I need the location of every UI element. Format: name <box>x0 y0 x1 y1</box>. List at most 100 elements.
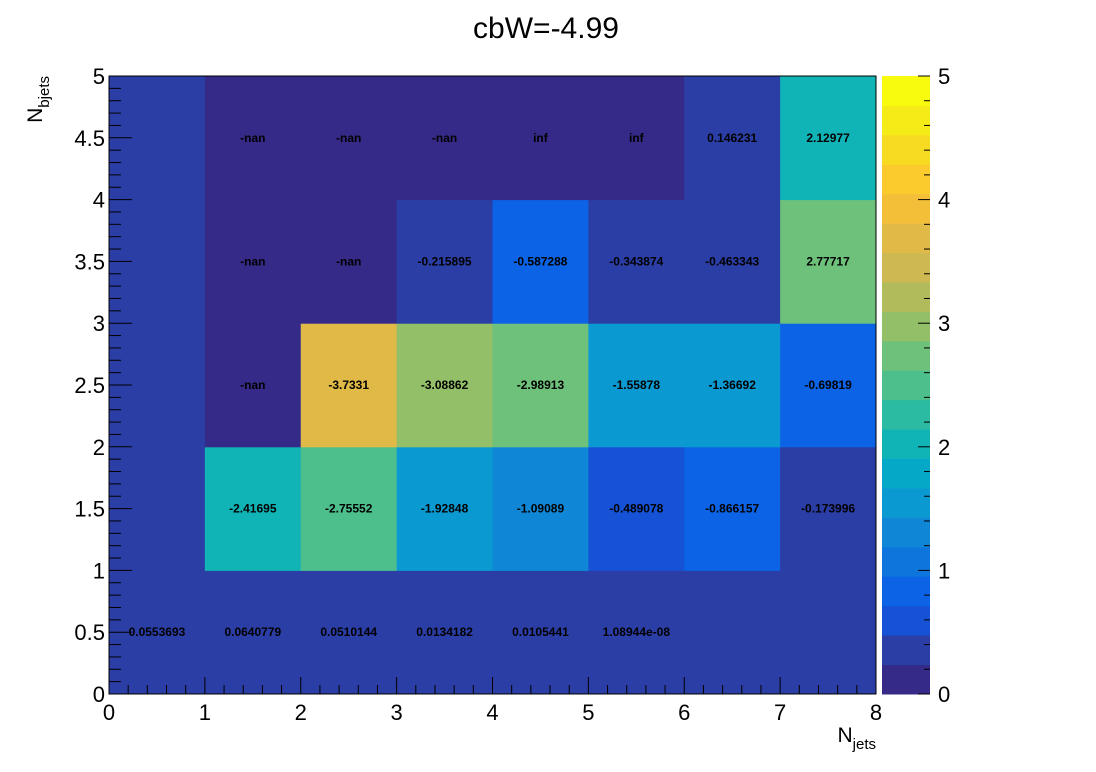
cell-value-label: 0.0640779 <box>224 625 281 639</box>
x-tick-label: 0 <box>103 700 115 725</box>
cell-value-label: -nan <box>336 254 361 268</box>
cell-value-label: -0.866157 <box>705 502 759 516</box>
cell-value-label: -nan <box>432 131 457 145</box>
heatmap-cell <box>396 76 493 201</box>
heatmap-cell <box>204 446 302 571</box>
cell-value-label: -0.489078 <box>609 502 663 516</box>
y-tick-label: 3.5 <box>74 249 105 274</box>
heatmap-cell <box>204 323 302 448</box>
y-tick-label: 4 <box>93 188 105 213</box>
heatmap-cell <box>300 76 398 201</box>
cell-value-label: -0.69819 <box>804 378 852 392</box>
heatmap-cell <box>396 323 493 448</box>
cell-value-label: 0.146231 <box>707 131 757 145</box>
color-scale-swatch <box>882 76 930 106</box>
color-scale-swatch <box>882 164 930 195</box>
cell-value-label: -1.55878 <box>613 378 661 392</box>
y-tick-label: 0 <box>93 682 105 707</box>
heatmap-cell <box>204 199 302 324</box>
color-scale-swatch <box>882 664 930 695</box>
color-scale-label: 0 <box>938 682 950 707</box>
heatmap-cell <box>492 199 589 324</box>
heatmap-cell <box>300 570 398 695</box>
color-scale-swatch <box>882 635 930 666</box>
heatmap-cell <box>396 570 493 695</box>
heatmap-cell <box>204 570 302 695</box>
y-tick-label: 4.5 <box>74 126 105 151</box>
cell-value-label: -nan <box>240 378 265 392</box>
cell-value-label: 2.12977 <box>806 131 850 145</box>
cell-value-label: -2.98913 <box>517 378 565 392</box>
heatmap-cell <box>780 323 877 448</box>
heatmap-cell <box>300 323 398 448</box>
cell-value-labels: 0.0553693 0.0640779 0.0510144 0.0134182 0.01… <box>129 131 856 639</box>
cell-value-label: -0.215895 <box>418 254 472 268</box>
heatmap-cell <box>204 76 302 201</box>
cell-value-label: -0.173996 <box>801 502 855 516</box>
heatmap-cell <box>492 323 589 448</box>
x-tick-label: 7 <box>774 700 786 725</box>
heatmap-cell <box>300 446 398 571</box>
color-scale-swatch <box>882 429 930 460</box>
color-scale-swatch <box>882 576 930 607</box>
y-axis-title-main: N <box>24 108 47 123</box>
heatmap-cell <box>588 76 685 201</box>
heatmap-cell <box>780 76 877 201</box>
cell-value-label: -nan <box>240 254 265 268</box>
color-scale-label: 3 <box>938 311 950 336</box>
cell-value-label: -1.09089 <box>517 502 565 516</box>
color-scale-swatch <box>882 458 930 489</box>
color-scale-label: 5 <box>938 64 950 89</box>
heatmap-cells <box>109 76 877 695</box>
color-scale-swatch <box>882 546 930 577</box>
heatmap-cell <box>588 446 685 571</box>
x-tick-label: 6 <box>678 700 690 725</box>
cell-value-label: 1.08944e-08 <box>603 625 671 639</box>
cell-value-label: -nan <box>240 131 265 145</box>
y-tick-label: 1.5 <box>74 497 105 522</box>
cell-value-label: -0.587288 <box>513 254 567 268</box>
cell-value-label: -3.08862 <box>421 378 469 392</box>
cell-value-label: 0.0134182 <box>416 625 473 639</box>
color-scale-swatch <box>882 311 930 342</box>
heatmap-cell <box>396 446 493 571</box>
x-tick-label: 8 <box>870 700 882 725</box>
color-scale-swatch <box>882 399 930 430</box>
cell-value-label: -0.343874 <box>609 254 663 268</box>
y-axis-title-sub: bjets <box>36 76 53 108</box>
cell-value-label: inf <box>629 131 645 145</box>
chart-title: cbW=-4.99 <box>473 12 619 45</box>
color-scale-swatch <box>882 105 930 136</box>
y-tick-label: 1 <box>93 558 105 583</box>
color-scale-swatch <box>882 370 930 401</box>
heatmap-cell <box>588 199 685 324</box>
cell-value-label: inf <box>533 131 549 145</box>
heatmap-cell <box>300 199 398 324</box>
heatmap-cell <box>780 199 877 324</box>
color-scale-swatch <box>882 252 930 283</box>
color-scale-swatch <box>882 517 930 548</box>
color-scale-swatch <box>882 488 930 518</box>
heatmap-cell <box>780 570 877 695</box>
heatmap-cell <box>684 199 781 324</box>
y-axis-title: Nbjets <box>24 76 53 123</box>
cell-value-label: 0.0510144 <box>320 625 377 639</box>
y-tick-label: 3 <box>93 311 105 336</box>
color-scale-swatch <box>882 605 930 636</box>
color-scale-label: 4 <box>938 188 950 213</box>
heatmap-cell <box>492 570 589 695</box>
cell-value-label: 0.0105441 <box>512 625 569 639</box>
cell-value-label: -2.41695 <box>229 502 277 516</box>
x-axis-title-main: N <box>837 724 852 747</box>
color-scale-swatch <box>882 193 930 224</box>
cell-value-label: -1.36692 <box>709 378 757 392</box>
heatmap-cell <box>684 446 781 571</box>
color-scale-label: 1 <box>938 558 950 583</box>
y-tick-label: 2 <box>93 435 105 460</box>
cell-value-label: -nan <box>336 131 361 145</box>
x-axis-title-sub: jets <box>852 736 876 753</box>
cell-value-label: -3.7331 <box>328 378 369 392</box>
color-scale-swatch <box>882 282 930 312</box>
color-scale-swatch <box>882 134 930 165</box>
